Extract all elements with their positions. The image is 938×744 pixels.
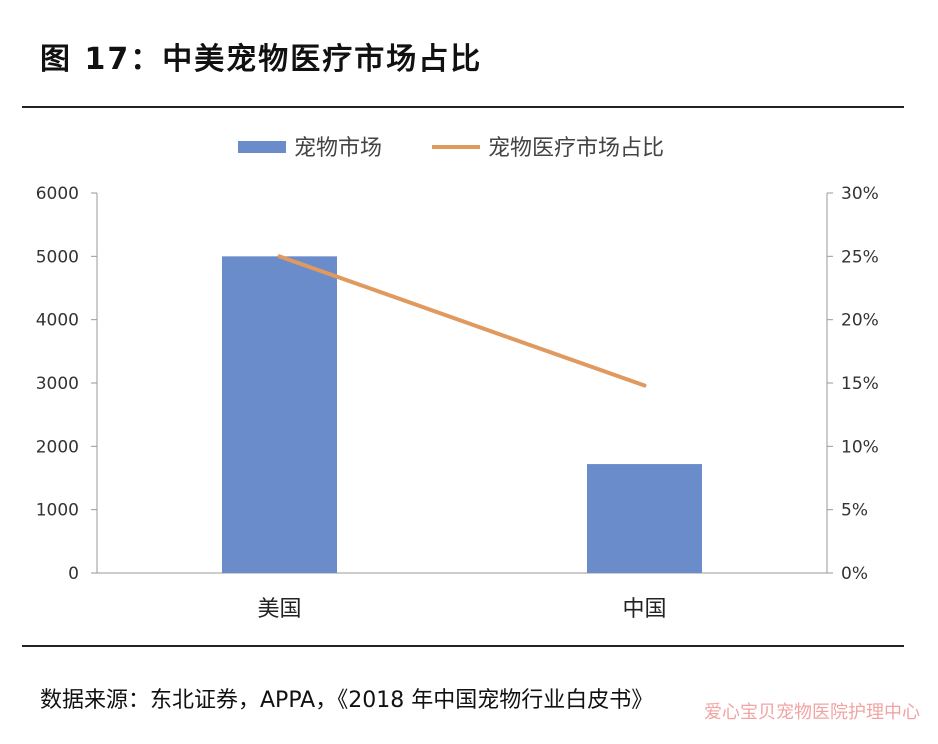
legend-label-line: 宠物医疗市场占比 bbox=[488, 136, 664, 161]
x-tick-label: 美国 bbox=[257, 597, 301, 622]
source-note: 数据来源：东北证券，APPA，《2018 年中国宠物行业白皮书》 bbox=[40, 688, 654, 713]
y-left-tick-label: 2000 bbox=[36, 437, 79, 457]
y-right-tick-label: 5% bbox=[841, 501, 868, 521]
share-line bbox=[277, 254, 647, 388]
y-left-tick-label: 5000 bbox=[36, 247, 79, 267]
top-rule bbox=[22, 106, 904, 108]
y-right-tick-label: 10% bbox=[841, 437, 879, 457]
combo-chart: 0 1000 2000 3000 4000 5000 6000 0% 5% 10% 15% 20% 25… bbox=[36, 136, 879, 622]
y-right-tick-label: 30% bbox=[841, 184, 879, 204]
legend-label-bar: 宠物市场 bbox=[294, 136, 382, 161]
y-left-tick-label: 6000 bbox=[36, 184, 79, 204]
y-left-tick-label: 1000 bbox=[36, 501, 79, 521]
y-right-tick-label: 20% bbox=[841, 311, 879, 331]
y-right-tick-label: 15% bbox=[841, 374, 879, 394]
x-tick-label: 中国 bbox=[622, 597, 666, 622]
y-left-tick-label: 3000 bbox=[36, 374, 79, 394]
watermark: 爱心宝贝宠物医院护理中心 bbox=[704, 702, 920, 723]
legend-swatch-bar bbox=[238, 141, 286, 153]
figure-title: 图 17：中美宠物医疗市场占比 bbox=[40, 42, 483, 77]
y-right-tick-label: 25% bbox=[841, 247, 879, 267]
bar-2 bbox=[587, 464, 702, 573]
y-left-tick-label: 4000 bbox=[36, 311, 79, 331]
y-right-tick-label: 0% bbox=[841, 564, 868, 584]
bottom-rule bbox=[22, 645, 904, 647]
y-left-tick-label: 0 bbox=[68, 564, 79, 584]
bar-1 bbox=[222, 256, 337, 573]
